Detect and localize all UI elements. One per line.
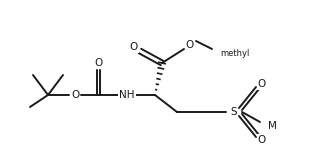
Text: O: O bbox=[186, 40, 194, 50]
Text: NH: NH bbox=[119, 90, 135, 100]
Text: O: O bbox=[258, 79, 266, 89]
Text: S: S bbox=[231, 107, 237, 117]
Text: methyl: methyl bbox=[220, 48, 249, 57]
Text: O: O bbox=[130, 42, 138, 52]
Text: O: O bbox=[71, 90, 79, 100]
Text: O: O bbox=[94, 58, 103, 68]
Text: M: M bbox=[268, 121, 277, 131]
Text: O: O bbox=[258, 135, 266, 145]
